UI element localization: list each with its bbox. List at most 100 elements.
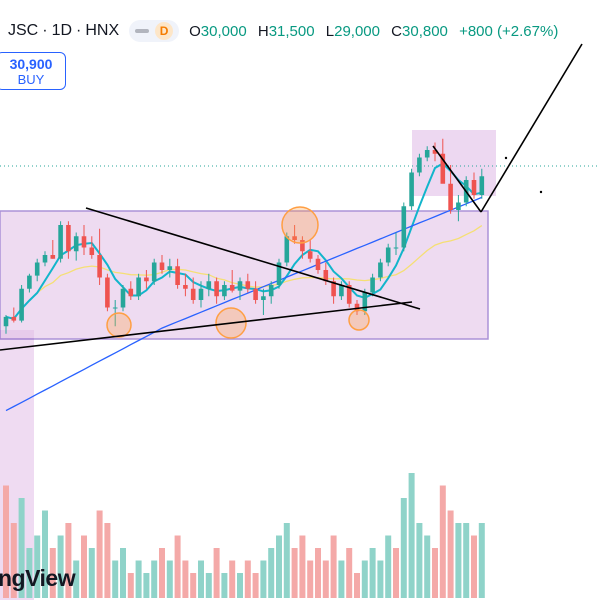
candle-body [89,247,95,255]
candle-body [323,270,329,282]
close-label: C [391,22,403,40]
volume-bar [369,548,376,598]
candle-body [456,202,461,210]
candle-body [331,281,336,297]
volume-bar [478,523,485,598]
volume-bar [213,548,220,598]
candle-body [307,251,313,259]
candle-body [222,285,227,297]
volume-bar [291,548,298,598]
symbol-name[interactable]: JSC [8,22,39,39]
candle-body [417,157,422,173]
buy-button[interactable]: 30,900 BUY [0,52,66,90]
volume-bar [151,560,158,598]
candle-body [120,288,126,308]
dot-marker [504,156,508,160]
volume-bar [112,560,119,598]
candle-body [34,262,40,276]
volume-bar [252,573,259,598]
delayed-badge: D [155,22,174,40]
candle-body [3,316,9,327]
volume-bar [424,535,431,598]
ma-mid-line [5,225,483,320]
volume-bar [221,573,228,598]
candle-body [73,236,79,252]
volume-bar [73,560,80,598]
volume-bar [361,560,368,598]
volume-bar [135,560,142,598]
volume-bar [120,548,126,598]
volume-bar [65,523,72,598]
exchange: HNX [85,22,120,39]
open-value: 30,000 [200,22,247,40]
candle-body [245,281,251,289]
candle-body [58,225,63,259]
candle-body [440,153,446,184]
minus-icon [135,29,150,33]
candle-body [19,288,24,321]
candle-body [448,183,453,210]
volume-bar [315,548,321,598]
candle-body [339,285,344,297]
candle-body [315,258,321,270]
candle-body [424,150,430,158]
volume-bar [166,560,173,598]
volume-bar [299,535,306,598]
change-value: +800 (+2.67%) [459,22,559,40]
ohlc-values: O30,000 H31,500 L29,000 C30,800 +800 (+2… [189,23,558,40]
candle-body [27,275,32,289]
volume-bar [463,523,470,598]
open-label: O [189,22,201,40]
volume-bar [42,510,48,598]
candle-body [11,316,17,321]
candle-body [214,281,219,297]
volume-bar [432,548,438,598]
candle-body [300,240,305,252]
candle-body [81,236,87,248]
volume-bar [268,548,275,598]
candle-body [284,236,290,263]
volume-bar [49,548,56,598]
volume-bar [127,573,134,598]
volume-bar [143,573,150,598]
interval[interactable]: 1D [51,22,73,39]
volume-bar [447,510,454,598]
candle-body [50,255,56,259]
candle-body [112,307,118,309]
close-value: 30,800 [402,22,448,40]
candle-body [346,285,352,304]
candle-body [144,277,149,282]
candle-body [229,285,235,291]
candle-body [432,150,438,154]
volume-bar [354,573,360,598]
highlight-circle [106,312,132,338]
candle-body [401,206,407,248]
highlight-circle [348,309,370,331]
volume-bar [88,548,95,598]
volume-bar [283,523,290,598]
volume-bar [159,548,165,598]
resistance-trendline [85,207,421,310]
high-label: H [257,22,269,40]
volume-bar [393,548,399,598]
candle-body [66,225,71,252]
candle-body [409,172,414,207]
candle-body [385,247,391,263]
candle-body [190,288,196,300]
tradingview-logo: ngView [0,565,76,591]
volume-bar [408,473,415,598]
candle-body [276,262,282,285]
dot-marker [539,190,543,194]
candle-body [42,255,48,263]
candle-body [362,292,368,312]
market-status-pill[interactable]: D [129,20,180,42]
candle-body [370,277,375,293]
candle-body [159,262,165,270]
pullback-line [432,145,482,213]
volume-bar [338,560,345,598]
candle-body [97,255,102,278]
candle-body [378,262,383,278]
volume-bar [322,560,329,598]
volume-bar [34,535,41,598]
